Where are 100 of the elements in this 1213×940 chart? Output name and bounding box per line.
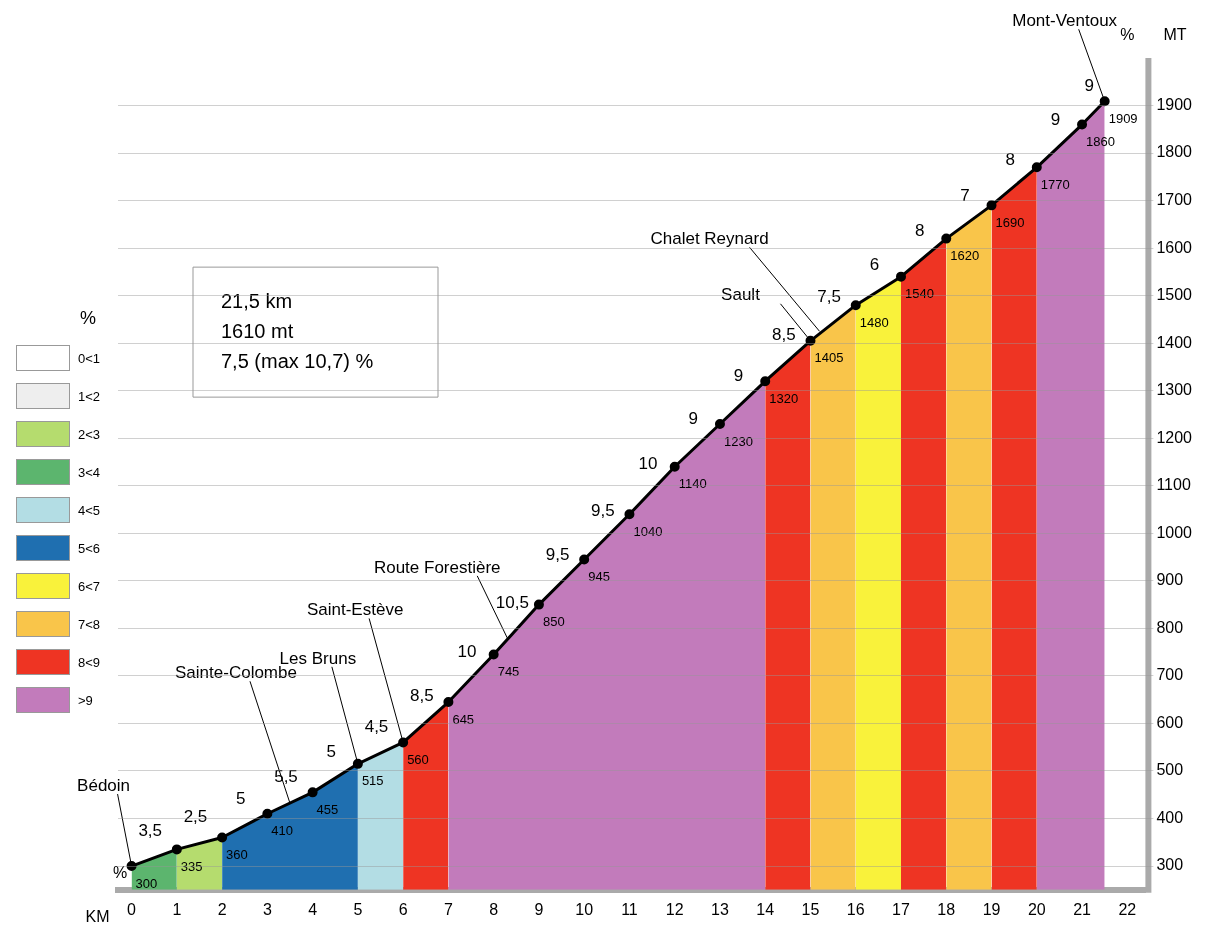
x-tick-label: 8 [489, 900, 499, 918]
point [624, 509, 635, 520]
annotation: Bédoin [77, 775, 131, 795]
y-tick-label: 1900 [1156, 95, 1193, 113]
annotation: Saint-Estève [306, 600, 404, 620]
point [850, 300, 861, 311]
x-tick-label: 1 [172, 900, 182, 918]
data-label: 1909 [1108, 110, 1138, 126]
annotation: 10 [457, 641, 477, 661]
annotation: 8,5 [409, 686, 434, 706]
y-tick-label: 1000 [1156, 523, 1193, 541]
y-tick-label: 300 [1156, 856, 1184, 874]
data-label: 410 [271, 823, 294, 839]
annotation: 3,5 [138, 821, 163, 841]
point [579, 554, 590, 565]
point [398, 737, 409, 748]
annotation: 10 [638, 454, 658, 474]
point [171, 844, 182, 855]
point [669, 461, 680, 472]
x-tick-label: 22 [1118, 900, 1137, 918]
data-label: 1230 [723, 433, 753, 449]
annotation: 7,5 [817, 286, 841, 306]
annotation: Chalet Reynard [650, 228, 769, 248]
legend-label: 1<2 [78, 388, 101, 404]
legend-label: 3<4 [78, 464, 101, 480]
annotation: 9 [688, 409, 699, 429]
annotation: 10,5 [495, 593, 529, 613]
point [896, 271, 906, 282]
legend-label: >9 [78, 692, 93, 708]
legend-label: 2<3 [78, 426, 101, 442]
x-tick-label: 3 [262, 900, 272, 918]
annotation: 5 [326, 741, 336, 761]
x-tick-label: 14 [756, 900, 775, 918]
x-tick-label: 21 [1073, 900, 1092, 918]
annotation: 21,5 km [221, 289, 293, 312]
y-tick-label: 700 [1156, 666, 1184, 684]
data-label: 1620 [950, 248, 980, 264]
legend-label: 7<8 [78, 616, 101, 632]
annotation: 7 [960, 185, 970, 205]
y-tick-label: 1100 [1156, 476, 1191, 494]
y-tick-label: 1800 [1156, 143, 1193, 161]
annotation: 9 [733, 366, 744, 386]
y-tick-label: 900 [1156, 571, 1184, 589]
annotation: 5 [235, 789, 246, 809]
annotation: % [113, 863, 128, 881]
y-tick-label: 1300 [1156, 381, 1193, 399]
point [217, 832, 228, 843]
data-label: 1770 [1040, 176, 1070, 192]
legend-label: 5<6 [78, 540, 101, 556]
x-tick-label: 5 [353, 900, 363, 918]
data-label: 1405 [814, 350, 844, 366]
annotation: 8,5 [772, 324, 796, 344]
annotation: 9,5 [545, 545, 570, 565]
data-label: 360 [226, 847, 248, 863]
x-tick-label: 20 [1027, 900, 1046, 918]
y-tick-label: 800 [1156, 618, 1184, 636]
legend-label: 4<5 [78, 502, 101, 518]
y-tick-label: 1600 [1156, 238, 1193, 256]
y-tick-label: 1400 [1156, 333, 1193, 351]
x-tick-label: 11 [621, 900, 638, 918]
x-tick-label: 2 [217, 900, 227, 918]
annotation: 9 [1050, 109, 1061, 129]
annotation: Sault [721, 285, 761, 305]
x-axis-title: KM [85, 908, 110, 926]
annotation: 2,5 [183, 806, 208, 826]
y-axis-title: MT [1163, 26, 1187, 44]
y-tick-label: 1200 [1156, 428, 1193, 446]
legend-label: 6<7 [78, 578, 101, 594]
y-tick-label: 500 [1156, 761, 1184, 779]
data-label: 1480 [859, 314, 889, 330]
data-label: 300 [135, 875, 158, 891]
legend-title: % [80, 308, 97, 329]
annotation: Mont-Ventoux [1012, 10, 1118, 30]
data-label: 850 [542, 614, 565, 630]
point [533, 599, 544, 610]
y-tick-label: 1500 [1156, 286, 1193, 304]
y-tick-label: 1700 [1156, 191, 1193, 208]
x-tick-label: 12 [665, 900, 684, 918]
point [488, 649, 499, 660]
data-label: 1690 [995, 214, 1025, 230]
data-label: 335 [180, 858, 203, 874]
annotation: 4,5 [364, 716, 389, 736]
x-tick-label: 16 [846, 900, 865, 918]
x-tick-label: 19 [982, 900, 1001, 918]
annotation: 1610 mt [221, 319, 294, 342]
data-label: 1540 [905, 286, 934, 302]
x-tick-label: 18 [937, 900, 956, 918]
data-label: 1140 [678, 476, 707, 492]
point [1077, 119, 1088, 130]
annotation: Route Forestière [373, 557, 501, 577]
legend-label: 8<9 [78, 654, 101, 670]
x-tick-label: 9 [534, 900, 544, 918]
annotation: 8 [914, 221, 925, 241]
data-label: 560 [407, 752, 429, 768]
data-label: 745 [497, 664, 520, 680]
data-label: 455 [316, 801, 339, 817]
x-tick-label: 17 [892, 900, 910, 918]
x-tick-label: 4 [308, 900, 318, 918]
data-label: 515 [361, 773, 384, 789]
point [1031, 162, 1042, 173]
